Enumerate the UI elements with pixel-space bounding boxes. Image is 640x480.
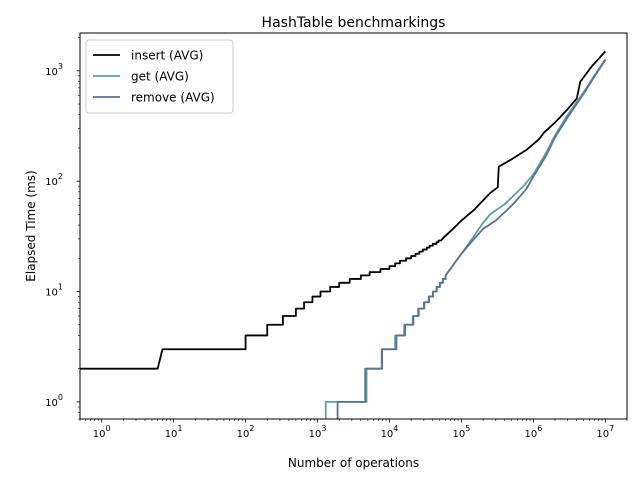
legend-label-0: insert (AVG): [131, 49, 203, 63]
x-tick-label: 102: [237, 424, 255, 440]
legend: insert (AVG) get (AVG) remove (AVG): [85, 39, 234, 114]
x-tick-label: 101: [165, 424, 183, 440]
plot-frame: [79, 32, 628, 420]
x-tick-label: 103: [309, 424, 327, 440]
series-line-2: [336, 59, 607, 419]
x-tick-label: 104: [381, 424, 399, 440]
series-layer: [80, 50, 607, 419]
legend-label-2: remove (AVG): [131, 91, 215, 105]
x-axis-label: Number of operations: [288, 456, 419, 470]
x-tick-label: 107: [596, 424, 614, 440]
y-tick-label: 103: [45, 62, 63, 78]
chart-title: HashTable benchmarkings: [262, 15, 446, 31]
x-tick-label: 106: [524, 424, 542, 440]
y-tick-label: 101: [45, 283, 63, 299]
y-axis: 100 101 102 103: [45, 37, 80, 420]
x-axis: 100 101 102 103 104 105 106 107: [79, 419, 628, 440]
y-tick-label: 100: [45, 393, 63, 409]
x-tick-label: 105: [453, 424, 471, 440]
series-line-0: [80, 50, 607, 370]
y-axis-label: Elapsed Time (ms): [24, 170, 38, 281]
y-tick-label: 102: [45, 172, 63, 188]
legend-box: [85, 39, 234, 114]
legend-label-1: get (AVG): [131, 70, 189, 84]
x-tick-label: 100: [93, 424, 111, 440]
